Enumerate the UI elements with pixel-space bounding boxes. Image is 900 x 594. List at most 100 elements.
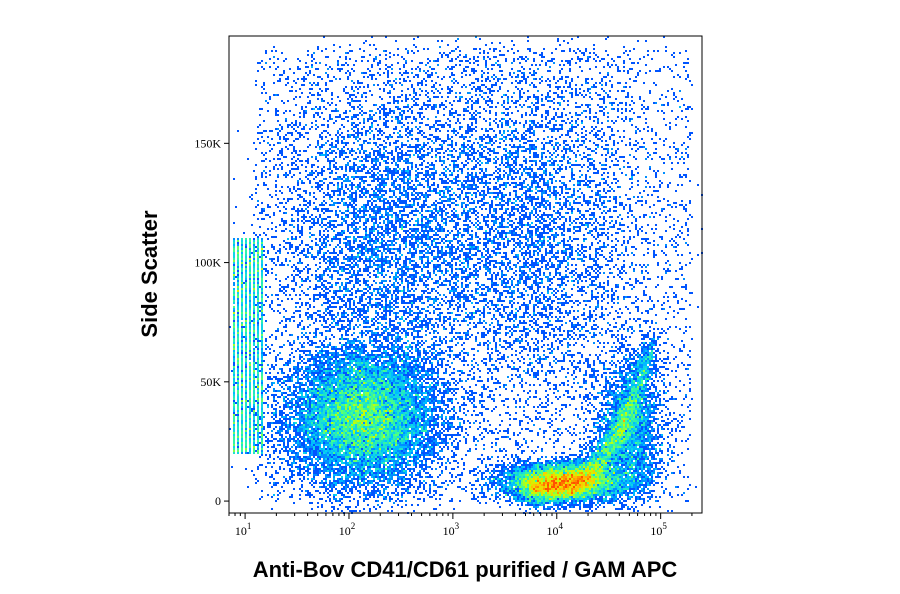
density-cell (423, 156, 425, 158)
density-cell (395, 214, 397, 216)
density-cell (315, 112, 317, 114)
density-cell (337, 96, 339, 98)
density-cell (443, 160, 445, 162)
density-cell (485, 146, 487, 148)
density-cell (337, 178, 339, 180)
density-cell (435, 160, 437, 162)
density-cell (481, 182, 483, 184)
density-cell (485, 202, 487, 204)
density-cell (353, 192, 355, 194)
density-cell (473, 48, 475, 50)
density-cell (429, 128, 431, 130)
density-cell (293, 124, 295, 126)
density-cell (347, 134, 349, 136)
density-cell (499, 132, 501, 134)
density-cell (597, 120, 599, 122)
density-cell (439, 152, 441, 154)
density-cell (325, 72, 327, 74)
density-cell (473, 86, 475, 88)
density-cell (535, 198, 537, 200)
density-cell (369, 128, 371, 130)
density-cell (509, 166, 511, 168)
density-cell (341, 166, 343, 168)
density-cell (503, 176, 505, 178)
density-cell (555, 190, 557, 192)
density-cell (505, 120, 507, 122)
density-cell (371, 188, 373, 190)
density-cell (469, 140, 471, 142)
density-cell (359, 184, 361, 186)
density-cell (559, 194, 561, 196)
density-cell (505, 154, 507, 156)
density-cell (303, 78, 305, 80)
density-cell (531, 82, 533, 84)
density-cell (281, 100, 283, 102)
density-cell (391, 196, 393, 198)
density-cell (283, 70, 285, 72)
density-cell (399, 136, 401, 138)
density-cell (577, 202, 579, 204)
density-cell (435, 116, 437, 118)
density-cell (669, 158, 671, 160)
density-cell (475, 100, 477, 102)
density-cell (435, 88, 437, 90)
density-cell (391, 174, 393, 176)
density-cell (573, 192, 575, 194)
density-cell (549, 190, 551, 192)
density-cell (365, 112, 367, 114)
density-cell (401, 56, 403, 58)
density-cell (383, 206, 385, 208)
density-cell (461, 168, 463, 170)
density-cell (471, 188, 473, 190)
density-cell (371, 64, 373, 66)
density-cell (395, 116, 397, 118)
density-cell (541, 56, 543, 58)
density-cell (405, 100, 407, 102)
density-cell (393, 200, 395, 202)
density-cell (555, 156, 557, 158)
density-cell (289, 110, 291, 112)
density-cell (411, 60, 413, 62)
density-cell (447, 182, 449, 184)
density-cell (467, 124, 469, 126)
density-cell (485, 92, 487, 94)
density-cell (545, 64, 547, 66)
density-cell (443, 200, 445, 202)
density-cell (557, 116, 559, 118)
density-cell (565, 184, 567, 186)
density-cell (533, 160, 535, 162)
density-cell (341, 118, 343, 120)
density-cell (363, 216, 365, 218)
density-cell (407, 50, 409, 52)
density-cell (457, 158, 459, 160)
density-cell (529, 126, 531, 128)
density-cell (461, 204, 463, 206)
density-cell (473, 184, 475, 186)
density-cell (321, 144, 323, 146)
density-cell (417, 50, 419, 52)
density-cell (345, 210, 347, 212)
density-cell (495, 106, 497, 108)
density-cell (511, 158, 513, 160)
density-cell (435, 200, 437, 202)
density-cell (545, 96, 547, 98)
density-cell (527, 188, 529, 190)
density-cell (499, 190, 501, 192)
density-cell (567, 148, 569, 150)
density-cell (425, 84, 427, 86)
density-cell (297, 210, 299, 212)
density-cell (605, 76, 607, 78)
density-cell (621, 102, 623, 104)
density-cell (459, 114, 461, 116)
density-cell (549, 140, 551, 142)
density-cell (451, 198, 453, 200)
density-cell (311, 172, 313, 174)
density-cell (529, 194, 531, 196)
density-cell (335, 104, 337, 106)
density-cell (345, 92, 347, 94)
density-cell (319, 108, 321, 110)
density-cell (517, 76, 519, 78)
density-cell (391, 86, 393, 88)
density-cell (357, 188, 359, 190)
density-cell (391, 200, 393, 202)
